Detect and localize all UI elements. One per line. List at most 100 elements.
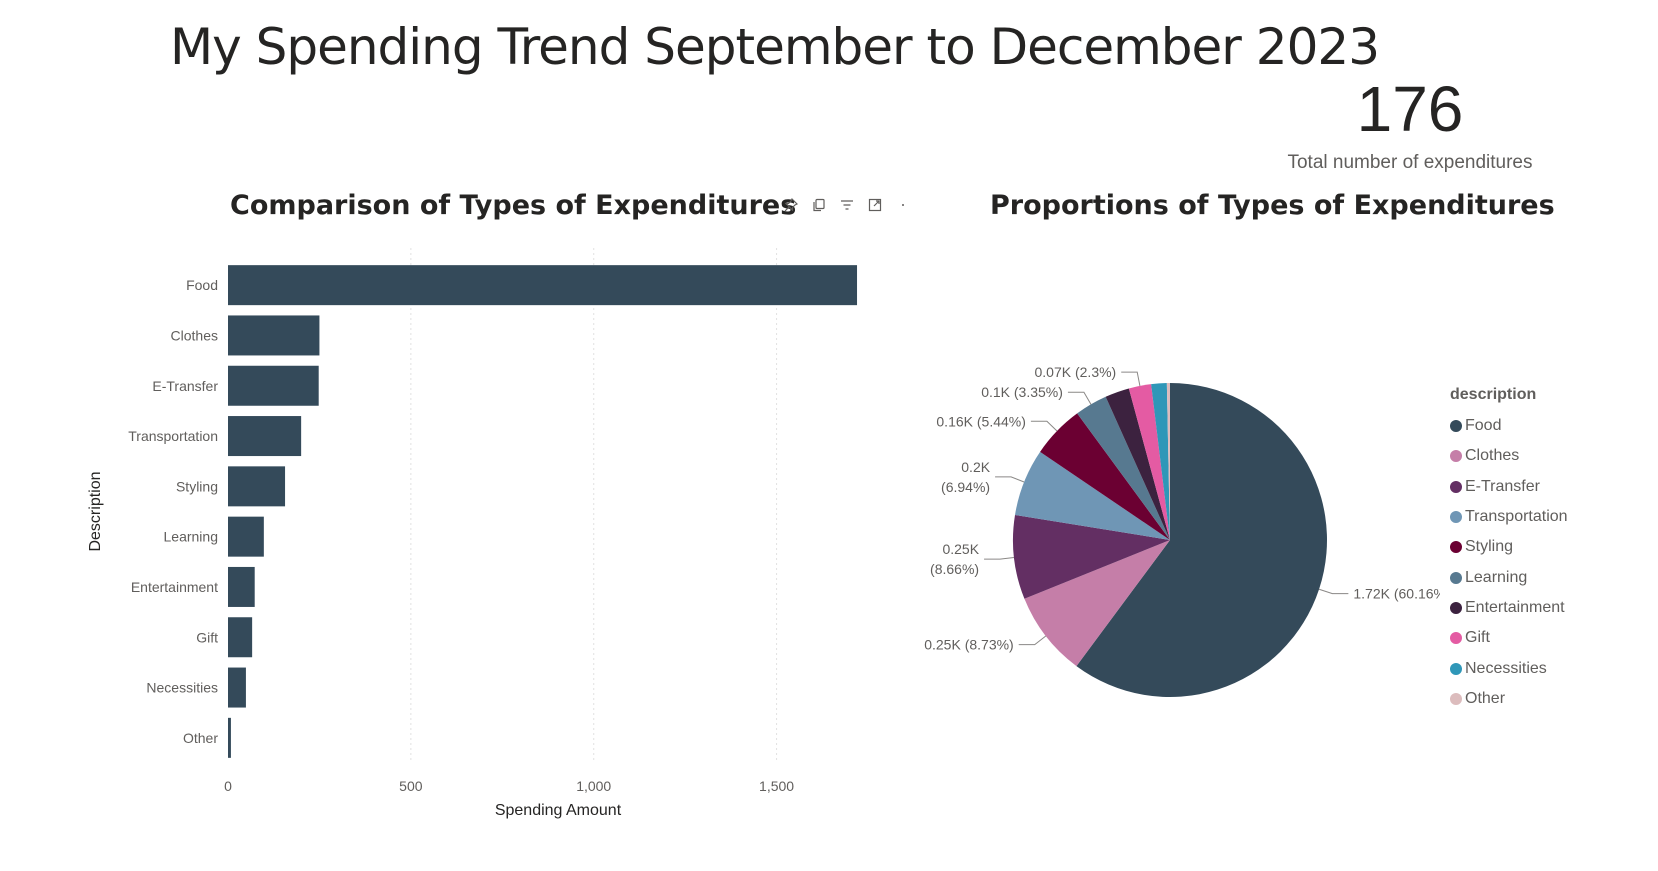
bar-styling [228, 466, 286, 507]
x-tick-label: 0 [224, 778, 232, 794]
y-tick-label: Learning [164, 529, 219, 545]
y-tick-label: Food [186, 277, 218, 293]
legend-item-learning[interactable]: Learning [1450, 562, 1650, 592]
pie-data-label: 1.72K (60.16%) [1353, 586, 1440, 602]
pie-slice-transportation [1015, 451, 1170, 540]
legend-label: Transportation [1465, 508, 1568, 526]
pie-data-label: 0.25K [942, 541, 979, 557]
more-options-icon [902, 204, 904, 206]
data-label-leader-line [1318, 588, 1349, 595]
legend-label: Necessities [1465, 659, 1547, 677]
copy-icon [813, 198, 825, 212]
y-tick-label: Styling [176, 478, 218, 494]
legend-item-e-transfer[interactable]: E-Transfer [1450, 472, 1650, 502]
pie-slice-entertainment [1105, 388, 1170, 540]
y-tick-label: Entertainment [131, 579, 218, 595]
pie-slice-styling [1040, 413, 1170, 540]
x-tick-label: 1,500 [759, 778, 794, 794]
data-label-leader-line [1121, 371, 1141, 387]
page-title: My Spending Trend September to December … [170, 18, 1380, 76]
bar-chart: 0 500 1,000 1,500 Food Clothes E-Transfer Trans… [87, 248, 858, 819]
legend-label: Learning [1465, 568, 1528, 586]
pie-chart-title: Proportions of Types of Expenditures [990, 190, 1555, 221]
pie-slice-other [1166, 383, 1170, 540]
pie-data-label: (8.66%) [930, 561, 979, 577]
focus-mode-icon [868, 198, 882, 212]
legend-marker [1450, 480, 1462, 493]
y-tick-label: Transportation [128, 428, 218, 444]
data-label-leader-line [1018, 635, 1047, 646]
copy-visual-button[interactable] [810, 196, 828, 214]
legend-marker [1450, 601, 1462, 614]
pie-data-label: 0.2K [961, 459, 990, 475]
bar-gift [228, 617, 253, 658]
legend-label: Entertainment [1465, 598, 1565, 616]
kpi-card-label: Total number of expenditures [1287, 152, 1533, 173]
pie-slice-e-transfer [1013, 514, 1170, 599]
filter-visual-button[interactable] [838, 196, 856, 214]
pin-visual-button[interactable] [782, 196, 800, 214]
pie-data-label: (6.94%) [941, 479, 990, 495]
legend-marker [1450, 450, 1462, 463]
pin-icon [784, 198, 798, 212]
x-tick-label: 1,000 [576, 778, 611, 794]
bar-necessities [228, 667, 246, 708]
legend-label: Food [1465, 417, 1502, 435]
pie-slice-learning [1077, 396, 1170, 540]
pie-data-label: 0.07K (2.3%) [1035, 364, 1117, 380]
legend-marker [1450, 571, 1462, 584]
filter-icon [841, 200, 853, 210]
legend-item-styling[interactable]: Styling [1450, 532, 1650, 562]
legend-label: Clothes [1465, 447, 1520, 465]
visual-header-toolbar [782, 195, 912, 215]
legend-item-gift[interactable]: Gift [1450, 623, 1650, 653]
legend-marker [1450, 692, 1462, 705]
y-axis-title: Description [87, 471, 104, 551]
legend-label: Gift [1465, 629, 1490, 647]
pie-slice-clothes [1024, 540, 1170, 667]
legend-label: Styling [1465, 538, 1514, 556]
legend-marker [1450, 511, 1462, 524]
bar-learning [228, 516, 264, 557]
pie-data-label: 0.25K (8.73%) [924, 637, 1014, 653]
legend-item-transportation[interactable]: Transportation [1450, 502, 1650, 532]
more-options-button[interactable] [894, 196, 912, 214]
legend-marker [1450, 662, 1462, 675]
focus-mode-button[interactable] [866, 196, 884, 214]
pie-legend: description Food Clothes E-Transfer Transpo… [1450, 386, 1650, 714]
legend-marker [1450, 420, 1462, 433]
legend-label: E-Transfer [1465, 477, 1540, 495]
legend-item-food[interactable]: Food [1450, 411, 1650, 441]
bar-transportation [228, 416, 302, 457]
legend-marker [1450, 541, 1462, 554]
bar-clothes [228, 315, 320, 356]
data-label-leader-line [1030, 420, 1058, 432]
y-tick-label: Gift [196, 629, 218, 645]
pie-data-label: 0.16K (5.44%) [936, 413, 1026, 429]
legend-item-other[interactable]: Other [1450, 684, 1650, 714]
data-label-leader-line [1067, 391, 1092, 405]
x-tick-label: 500 [399, 778, 423, 794]
pie-data-label: 0.1K (3.35%) [981, 384, 1063, 400]
kpi-card-value: 176 [1356, 73, 1464, 145]
legend-item-necessities[interactable]: Necessities [1450, 653, 1650, 683]
data-label-leader-line [984, 557, 1015, 560]
pie-slice-necessities [1151, 383, 1170, 540]
pie-slice-food [1076, 383, 1327, 697]
x-axis-title: Spending Amount [495, 802, 622, 819]
y-tick-label: Other [183, 730, 218, 746]
data-label-leader-line [995, 476, 1025, 483]
legend-item-entertainment[interactable]: Entertainment [1450, 593, 1650, 623]
legend-title: description [1450, 386, 1537, 403]
bar-chart-title: Comparison of Types of Expenditures [230, 190, 797, 221]
legend-item-clothes[interactable]: Clothes [1450, 441, 1650, 471]
y-tick-label: E-Transfer [152, 378, 218, 394]
legend-label: Other [1465, 689, 1506, 707]
pie-slice-gift [1128, 384, 1170, 540]
legend-marker [1450, 632, 1462, 645]
pie-chart: 1.72K (60.16%) 0.25K (8.73%) 0.25K (8.66%) 0… [924, 364, 1440, 697]
bar-e-transfer [228, 365, 319, 406]
bar-entertainment [228, 566, 255, 607]
y-tick-label: Necessities [146, 680, 218, 696]
y-tick-label: Clothes [171, 327, 218, 343]
